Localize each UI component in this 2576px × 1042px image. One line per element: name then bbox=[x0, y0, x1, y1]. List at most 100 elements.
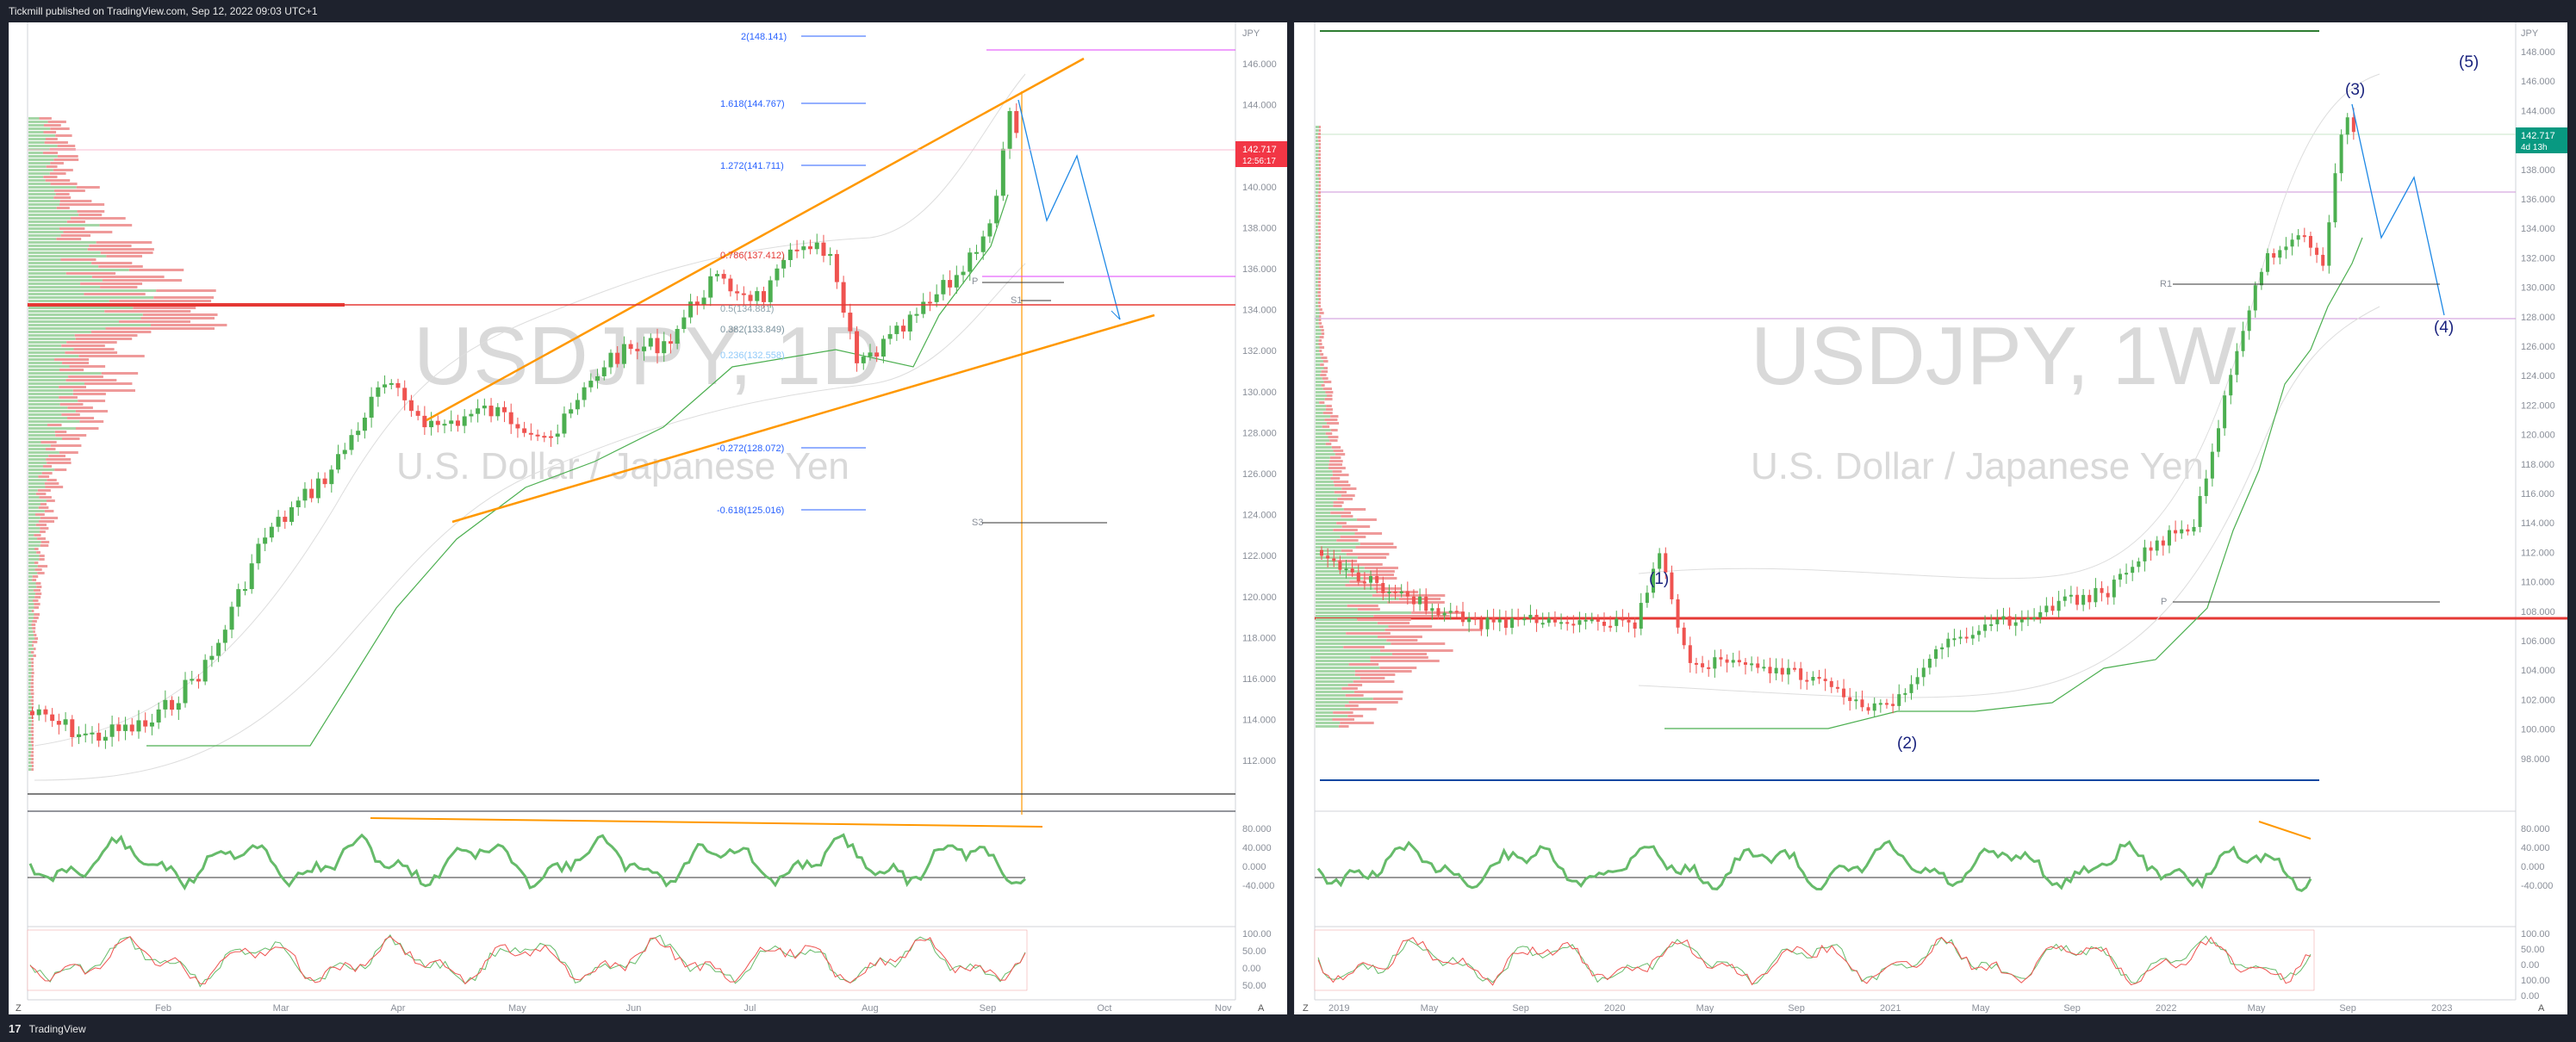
fib-level-2: 2(148.141) bbox=[741, 32, 787, 42]
candle-body bbox=[2223, 395, 2227, 429]
volume-bar-sell bbox=[1321, 357, 1328, 359]
wedge-upper-trendline[interactable] bbox=[426, 57, 1085, 422]
volume-bar-buy bbox=[1316, 315, 1320, 318]
candle-body bbox=[2253, 285, 2257, 311]
auto-scale-button[interactable]: A bbox=[1258, 1003, 1265, 1014]
volume-bar-buy bbox=[1316, 167, 1320, 170]
volume-bar-buy bbox=[1316, 522, 1337, 524]
candle-body bbox=[994, 195, 999, 224]
tradingview-footer: 17 TradingView bbox=[0, 1016, 2576, 1042]
volume-bar-sell bbox=[32, 696, 34, 698]
volume-bar-sell bbox=[91, 262, 133, 264]
time-tick: Oct bbox=[1097, 1003, 1111, 1014]
volume-bar-sell bbox=[35, 582, 41, 585]
candle-body bbox=[376, 387, 381, 397]
volume-bar-buy bbox=[28, 265, 99, 268]
description-watermark: U.S. Dollar / Japanese Yen bbox=[396, 445, 849, 487]
projection-path[interactable] bbox=[2351, 103, 2445, 316]
daily-chart-canvas[interactable]: USDJPY, 1D U.S. Dollar / Japanese Yen P … bbox=[9, 22, 1287, 1014]
volume-bar-buy bbox=[1316, 598, 1399, 600]
volume-bar-sell bbox=[67, 417, 95, 419]
volume-bar-buy bbox=[1316, 336, 1320, 338]
volume-bar-sell bbox=[1322, 360, 1328, 363]
auto-scale-button[interactable]: A bbox=[2538, 1003, 2545, 1014]
candle-body bbox=[1491, 617, 1496, 623]
volume-bar-buy bbox=[1316, 401, 1320, 404]
candle-body bbox=[2038, 611, 2043, 617]
time-axis[interactable]: Feb Mar Apr May Jun Jul Aug Sep Oct Nov bbox=[155, 1003, 1232, 1014]
candle-body bbox=[1633, 622, 1637, 629]
candle-body bbox=[1823, 679, 1827, 681]
candle-body bbox=[2321, 254, 2325, 266]
rsi-divergence-line[interactable] bbox=[2258, 821, 2312, 840]
volume-bar-sell bbox=[1346, 632, 1391, 635]
zoom-reset-button[interactable]: Z bbox=[1303, 1003, 1309, 1014]
volume-bar-sell bbox=[39, 496, 52, 499]
volume-bar-buy bbox=[1316, 260, 1319, 263]
volume-bar-buy bbox=[1316, 126, 1320, 128]
zoom-reset-button[interactable]: Z bbox=[16, 1003, 22, 1014]
volume-bar-buy bbox=[1316, 312, 1320, 314]
volume-bar-buy bbox=[28, 751, 32, 754]
volume-bar-buy bbox=[28, 575, 33, 578]
candle-body bbox=[2174, 530, 2178, 534]
candle-body bbox=[342, 450, 347, 455]
weekly-chart-canvas[interactable]: USDJPY, 1W U.S. Dollar / Japanese Yen (1… bbox=[1294, 22, 2567, 1014]
candle-body bbox=[2131, 567, 2135, 574]
fib-extension[interactable]: 2(148.141) 1.618(144.767) 1.272(141.711)… bbox=[717, 32, 866, 516]
description-watermark: U.S. Dollar / Japanese Yen bbox=[1751, 445, 2204, 487]
candle-body bbox=[116, 724, 121, 731]
volume-bar-buy bbox=[1316, 470, 1333, 473]
volume-bar-buy bbox=[28, 341, 67, 344]
volume-bar-sell bbox=[78, 400, 106, 402]
pivot-s1-label: S1 bbox=[1011, 295, 1022, 306]
volume-bar-sell bbox=[91, 276, 165, 278]
volume-bar-sell bbox=[1388, 625, 1433, 628]
candle-body bbox=[2032, 617, 2037, 619]
rsi-divergence-line[interactable] bbox=[370, 817, 1043, 828]
volume-bar-buy bbox=[28, 193, 56, 195]
volume-bar-sell bbox=[74, 334, 138, 337]
volume-bar-sell bbox=[45, 138, 58, 140]
volume-bar-sell bbox=[33, 589, 41, 592]
fib-level-1618: 1.618(144.767) bbox=[720, 99, 785, 109]
candle-body bbox=[1552, 617, 1557, 623]
volume-bar-sell bbox=[30, 741, 34, 743]
volume-bar-buy bbox=[1316, 174, 1318, 177]
volume-bar-buy bbox=[1316, 474, 1333, 476]
projection-path[interactable] bbox=[1017, 99, 1121, 320]
volume-bar-buy bbox=[28, 272, 66, 275]
volume-bar-sell bbox=[39, 558, 45, 561]
volume-bar-buy bbox=[1316, 611, 1412, 614]
wedge-lower-trendline[interactable] bbox=[451, 313, 1155, 524]
volume-bar-buy bbox=[1316, 264, 1320, 266]
volume-bar-sell bbox=[30, 692, 34, 695]
volume-bar-sell bbox=[142, 313, 218, 316]
volume-bar-sell bbox=[31, 720, 34, 723]
candle-body bbox=[834, 254, 839, 282]
time-axis[interactable]: 2019 May Sep 2020 May Sep 2021 May Sep 2022 May Sep… bbox=[1328, 1003, 2452, 1014]
volume-bar-sell bbox=[1337, 560, 1358, 562]
volume-bar-sell bbox=[1318, 322, 1322, 325]
volume-bar-buy bbox=[28, 289, 157, 292]
candle-body bbox=[501, 406, 507, 412]
chart-panel-weekly[interactable]: USDJPY, 1W U.S. Dollar / Japanese Yen (1… bbox=[1294, 22, 2567, 1014]
candle-body bbox=[2088, 594, 2092, 603]
volume-bar-sell bbox=[31, 765, 34, 767]
volume-bar-sell bbox=[1340, 722, 1374, 724]
chart-panel-daily[interactable]: USDJPY, 1D U.S. Dollar / Japanese Yen P … bbox=[9, 22, 1287, 1014]
volume-bar-sell bbox=[35, 493, 47, 495]
candle-body bbox=[1737, 660, 1741, 663]
volume-bar-sell bbox=[31, 723, 34, 726]
candle-body bbox=[1976, 630, 1981, 636]
volume-bar-sell bbox=[1319, 167, 1321, 170]
volume-bar-sell bbox=[32, 668, 34, 671]
volume-bar-sell bbox=[1318, 164, 1321, 166]
volume-bar-sell bbox=[1322, 377, 1328, 380]
candle-body bbox=[1430, 608, 1434, 611]
price-axis[interactable]: 148.000146.000144.000140.000138.000136.0… bbox=[2521, 47, 2555, 765]
volume-bar-sell bbox=[45, 448, 56, 450]
candle-body bbox=[2050, 605, 2055, 611]
volume-bar-buy bbox=[28, 406, 68, 409]
volume-bar-buy bbox=[28, 186, 77, 189]
